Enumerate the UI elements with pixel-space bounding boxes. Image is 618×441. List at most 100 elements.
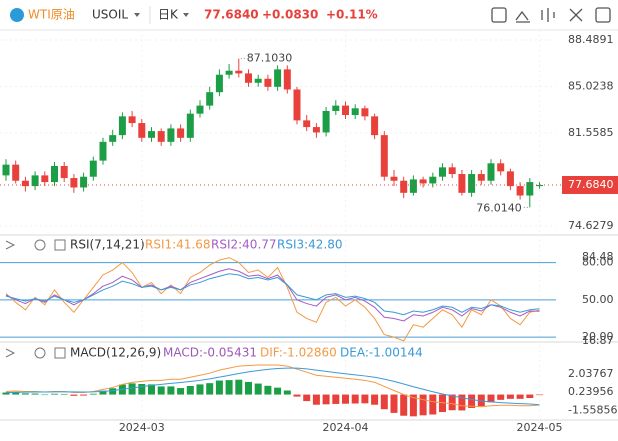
collapse-icon[interactable]	[5, 240, 16, 250]
x-tick-label: 2024-04	[323, 421, 369, 434]
histogram-bar	[177, 388, 185, 395]
change: +0.0830	[262, 8, 318, 22]
candle-body	[274, 69, 282, 87]
candle-body	[206, 92, 214, 106]
candle-body	[351, 108, 359, 115]
max-annotation: 87.1030	[247, 52, 292, 65]
x-tick-label: 2024-03	[119, 421, 165, 434]
expand-button[interactable]	[569, 8, 583, 22]
candle-button[interactable]	[541, 8, 555, 22]
histogram-bar	[206, 383, 214, 395]
candle-body	[526, 182, 534, 196]
candle-body	[167, 128, 175, 142]
histogram-bar	[351, 394, 359, 404]
symbol-icon	[10, 8, 24, 22]
candle-body	[487, 163, 495, 181]
candle-body	[157, 131, 165, 142]
symbol[interactable]: WTI原油	[28, 8, 75, 22]
settings-button[interactable]	[595, 7, 611, 23]
candle-body	[21, 180, 29, 187]
candle-body	[118, 116, 126, 136]
y-tick-label: 2.03767	[568, 367, 614, 380]
histogram-bar	[371, 394, 379, 405]
candle-body	[322, 110, 330, 133]
legend-value: RSI1:41.68	[145, 238, 211, 252]
macd-line	[5, 364, 540, 408]
toolbar	[491, 7, 611, 23]
candle-body	[283, 69, 291, 90]
candle-body	[60, 165, 68, 179]
rsi-title: RSI(7,14,21)	[70, 238, 145, 252]
y-tick-label: 85.0238	[568, 80, 614, 93]
min-annotation: 76.0140	[476, 201, 522, 214]
y-tick-label: 81.5585	[568, 126, 614, 139]
candle-body	[293, 89, 301, 121]
indicator-icon[interactable]	[54, 239, 66, 251]
collapse-icon[interactable]	[5, 348, 16, 358]
candle-body	[429, 176, 437, 184]
settings-icon[interactable]	[34, 239, 46, 251]
legend-value: DEA:-1.00144	[340, 346, 423, 360]
legend-value: RSI3:42.80	[277, 238, 343, 252]
histogram-bar	[128, 383, 136, 395]
candle-body	[41, 175, 49, 183]
period[interactable]: 日K	[158, 8, 179, 22]
macd-line	[5, 367, 540, 406]
legend-value: RSI2:40.77	[211, 238, 277, 252]
histogram-bar	[536, 394, 543, 396]
y-tick-label: 74.6279	[568, 219, 614, 232]
y-tick-label: 80.00	[582, 256, 614, 269]
candle-body	[439, 167, 446, 177]
histogram-bar	[468, 394, 476, 408]
histogram-bar	[60, 393, 68, 395]
histogram-bar	[245, 381, 252, 395]
histogram-bar	[303, 394, 311, 402]
candle-body	[31, 175, 39, 187]
histogram-bar	[448, 394, 456, 411]
candle-body	[254, 78, 262, 83]
candle-body	[536, 184, 543, 187]
y-tick-label: 50.00	[582, 293, 614, 306]
code[interactable]: USOIL	[92, 8, 128, 22]
histogram-bar	[186, 386, 194, 395]
indicator-button[interactable]	[491, 7, 507, 23]
histogram-bar	[361, 394, 369, 404]
candle-body	[245, 73, 252, 83]
histogram-bar	[429, 394, 437, 415]
candle-body	[99, 141, 107, 161]
histogram-bar	[167, 386, 175, 395]
histogram-bar	[516, 394, 524, 399]
candle-body	[177, 128, 185, 138]
histogram-bar	[390, 394, 398, 413]
dropdown-icon[interactable]	[183, 13, 189, 17]
candle-body	[419, 179, 427, 184]
candle-body	[468, 174, 476, 193]
candle-body	[235, 70, 243, 74]
histogram-bar	[526, 394, 534, 399]
histogram-bar	[41, 394, 49, 396]
histogram-bar	[138, 383, 146, 395]
candle-body	[506, 171, 514, 187]
histogram-bar	[2, 392, 10, 395]
candle-body	[332, 105, 340, 111]
change-pct: +0.11%	[326, 8, 378, 22]
histogram-bar	[31, 393, 39, 395]
candle-body	[303, 120, 311, 128]
histogram-bar	[400, 394, 408, 416]
draw-button[interactable]	[515, 10, 530, 23]
rsi-line	[5, 273, 540, 316]
histogram-bar	[215, 380, 223, 395]
settings-icon[interactable]	[34, 347, 46, 359]
candle-body	[148, 131, 155, 138]
candle-body	[390, 176, 398, 181]
histogram-bar	[225, 380, 233, 395]
candle-body	[109, 135, 117, 142]
y-tick-label: 20.00	[582, 330, 614, 343]
y-tick-label: 16.87	[582, 334, 614, 347]
dropdown-icon[interactable]	[134, 13, 140, 17]
indicator-icon[interactable]	[54, 347, 66, 359]
histogram-bar	[109, 388, 117, 395]
histogram-bar	[312, 394, 320, 405]
histogram-bar	[332, 394, 340, 404]
histogram-bar	[322, 394, 330, 405]
